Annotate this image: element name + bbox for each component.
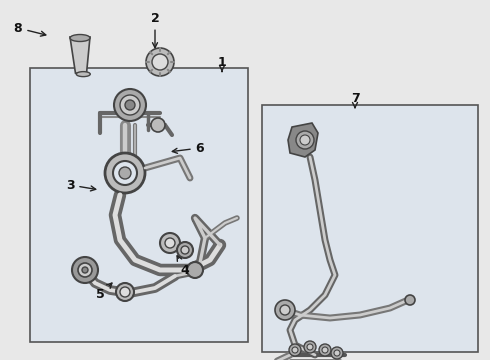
Bar bbox=[262, 105, 478, 352]
Circle shape bbox=[307, 344, 313, 350]
Circle shape bbox=[165, 238, 175, 248]
Circle shape bbox=[181, 246, 189, 254]
Circle shape bbox=[319, 344, 331, 356]
Circle shape bbox=[331, 347, 343, 359]
Circle shape bbox=[322, 347, 328, 353]
Circle shape bbox=[72, 257, 98, 283]
Text: 3: 3 bbox=[66, 179, 96, 192]
Circle shape bbox=[304, 341, 316, 353]
Circle shape bbox=[78, 263, 92, 277]
Text: 4: 4 bbox=[177, 256, 189, 276]
Ellipse shape bbox=[76, 72, 90, 77]
Ellipse shape bbox=[70, 35, 90, 41]
Circle shape bbox=[119, 167, 131, 179]
Circle shape bbox=[405, 295, 415, 305]
Circle shape bbox=[146, 48, 174, 76]
Bar bbox=[30, 68, 248, 342]
Polygon shape bbox=[70, 37, 90, 73]
Circle shape bbox=[177, 242, 193, 258]
Text: 7: 7 bbox=[351, 91, 359, 108]
Text: 5: 5 bbox=[96, 283, 112, 302]
Circle shape bbox=[113, 161, 137, 185]
Circle shape bbox=[151, 118, 165, 132]
Circle shape bbox=[292, 347, 298, 353]
Circle shape bbox=[120, 95, 140, 115]
Circle shape bbox=[120, 287, 130, 297]
Circle shape bbox=[152, 54, 168, 70]
Circle shape bbox=[275, 300, 295, 320]
Circle shape bbox=[280, 305, 290, 315]
Text: 8: 8 bbox=[14, 22, 46, 36]
Text: 1: 1 bbox=[218, 55, 226, 71]
Text: 6: 6 bbox=[172, 141, 204, 154]
Circle shape bbox=[160, 233, 180, 253]
Circle shape bbox=[125, 100, 135, 110]
Circle shape bbox=[289, 344, 301, 356]
Circle shape bbox=[116, 283, 134, 301]
Circle shape bbox=[334, 350, 340, 356]
Circle shape bbox=[105, 153, 145, 193]
Text: 2: 2 bbox=[150, 12, 159, 48]
Circle shape bbox=[300, 135, 310, 145]
Circle shape bbox=[82, 267, 88, 273]
Circle shape bbox=[296, 131, 314, 149]
Polygon shape bbox=[288, 123, 318, 157]
Circle shape bbox=[114, 89, 146, 121]
Circle shape bbox=[187, 262, 203, 278]
